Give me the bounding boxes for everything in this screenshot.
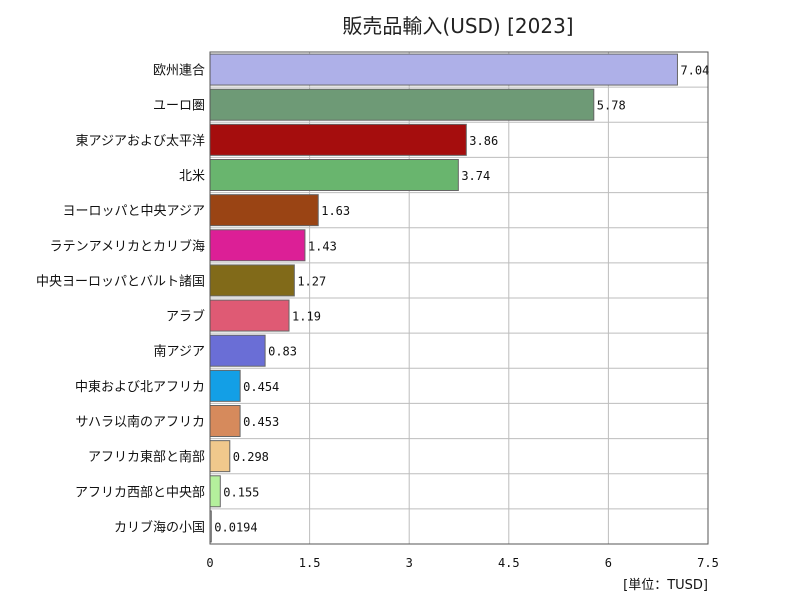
value-label: 0.454 — [243, 380, 279, 394]
x-tick-label: 6 — [605, 556, 612, 570]
category-label: ラテンアメリカとカリブ海 — [50, 238, 205, 254]
category-label: 東アジアおよび太平洋 — [76, 133, 205, 149]
chart-title: 販売品輸入(USD) [2023] — [342, 14, 573, 38]
bar — [209, 159, 459, 191]
value-label: 0.453 — [243, 415, 279, 429]
unit-label: [単位：TUSD] — [623, 577, 708, 593]
value-label: 1.19 — [292, 310, 321, 324]
value-label: 1.63 — [321, 204, 350, 218]
category-label: サハラ以南のアフリカ — [76, 414, 205, 430]
x-tick-label: 7.5 — [697, 556, 719, 570]
bar — [209, 299, 290, 332]
bar — [209, 405, 241, 437]
category-label: アフリカ東部と南部 — [88, 449, 205, 465]
value-label: 5.78 — [597, 99, 626, 113]
category-label: アラブ — [166, 309, 205, 325]
category-labels: 欧州連合ユーロ圏東アジアおよび太平洋北米ヨーロッパと中央アジアラテンアメリカとカ… — [36, 64, 205, 536]
bars — [209, 53, 678, 543]
plot-frame — [209, 51, 709, 545]
value-label: 0.155 — [223, 485, 259, 499]
bar — [209, 53, 678, 86]
category-label: 中東および北アフリカ — [75, 379, 205, 395]
value-label: 3.74 — [461, 169, 490, 183]
category-label: ユーロ圏 — [153, 99, 205, 114]
bar — [209, 334, 266, 367]
value-label: 0.298 — [233, 450, 269, 464]
category-label: 南アジア — [154, 344, 205, 360]
category-label: アフリカ西部と中央部 — [75, 485, 205, 500]
x-tick-label: 0 — [206, 556, 213, 570]
value-label: 1.27 — [297, 274, 326, 288]
bar — [209, 88, 595, 121]
value-label: 0.83 — [268, 345, 297, 359]
x-axis-ticks: 0 1.5 3 4.5 6 7.5 — [206, 556, 718, 570]
category-label: カリブ海の小国 — [114, 519, 205, 535]
category-label: 北米 — [179, 169, 205, 184]
value-label: 3.86 — [469, 134, 498, 148]
category-label: ヨーロッパと中央アジア — [63, 204, 205, 219]
bar — [209, 123, 467, 156]
x-tick-label: 4.5 — [498, 556, 520, 570]
bar — [209, 440, 231, 473]
bar — [209, 475, 221, 508]
value-label: 0.0194 — [214, 520, 257, 534]
category-label: 中央ヨーロッパとバルト諸国 — [36, 273, 205, 289]
value-labels: 7.04 5.78 3.86 3.74 1.63 1.43 1.27 1.19 0.83 0.45… — [214, 64, 709, 535]
value-label: 7.04 — [680, 64, 709, 78]
bar — [209, 194, 319, 227]
bar — [209, 229, 306, 262]
bar — [209, 369, 241, 402]
x-tick-label: 3 — [406, 556, 413, 570]
category-label: 欧州連合 — [153, 64, 205, 79]
bar — [209, 264, 295, 297]
value-label: 1.43 — [308, 239, 337, 253]
x-tick-label: 1.5 — [299, 556, 321, 570]
